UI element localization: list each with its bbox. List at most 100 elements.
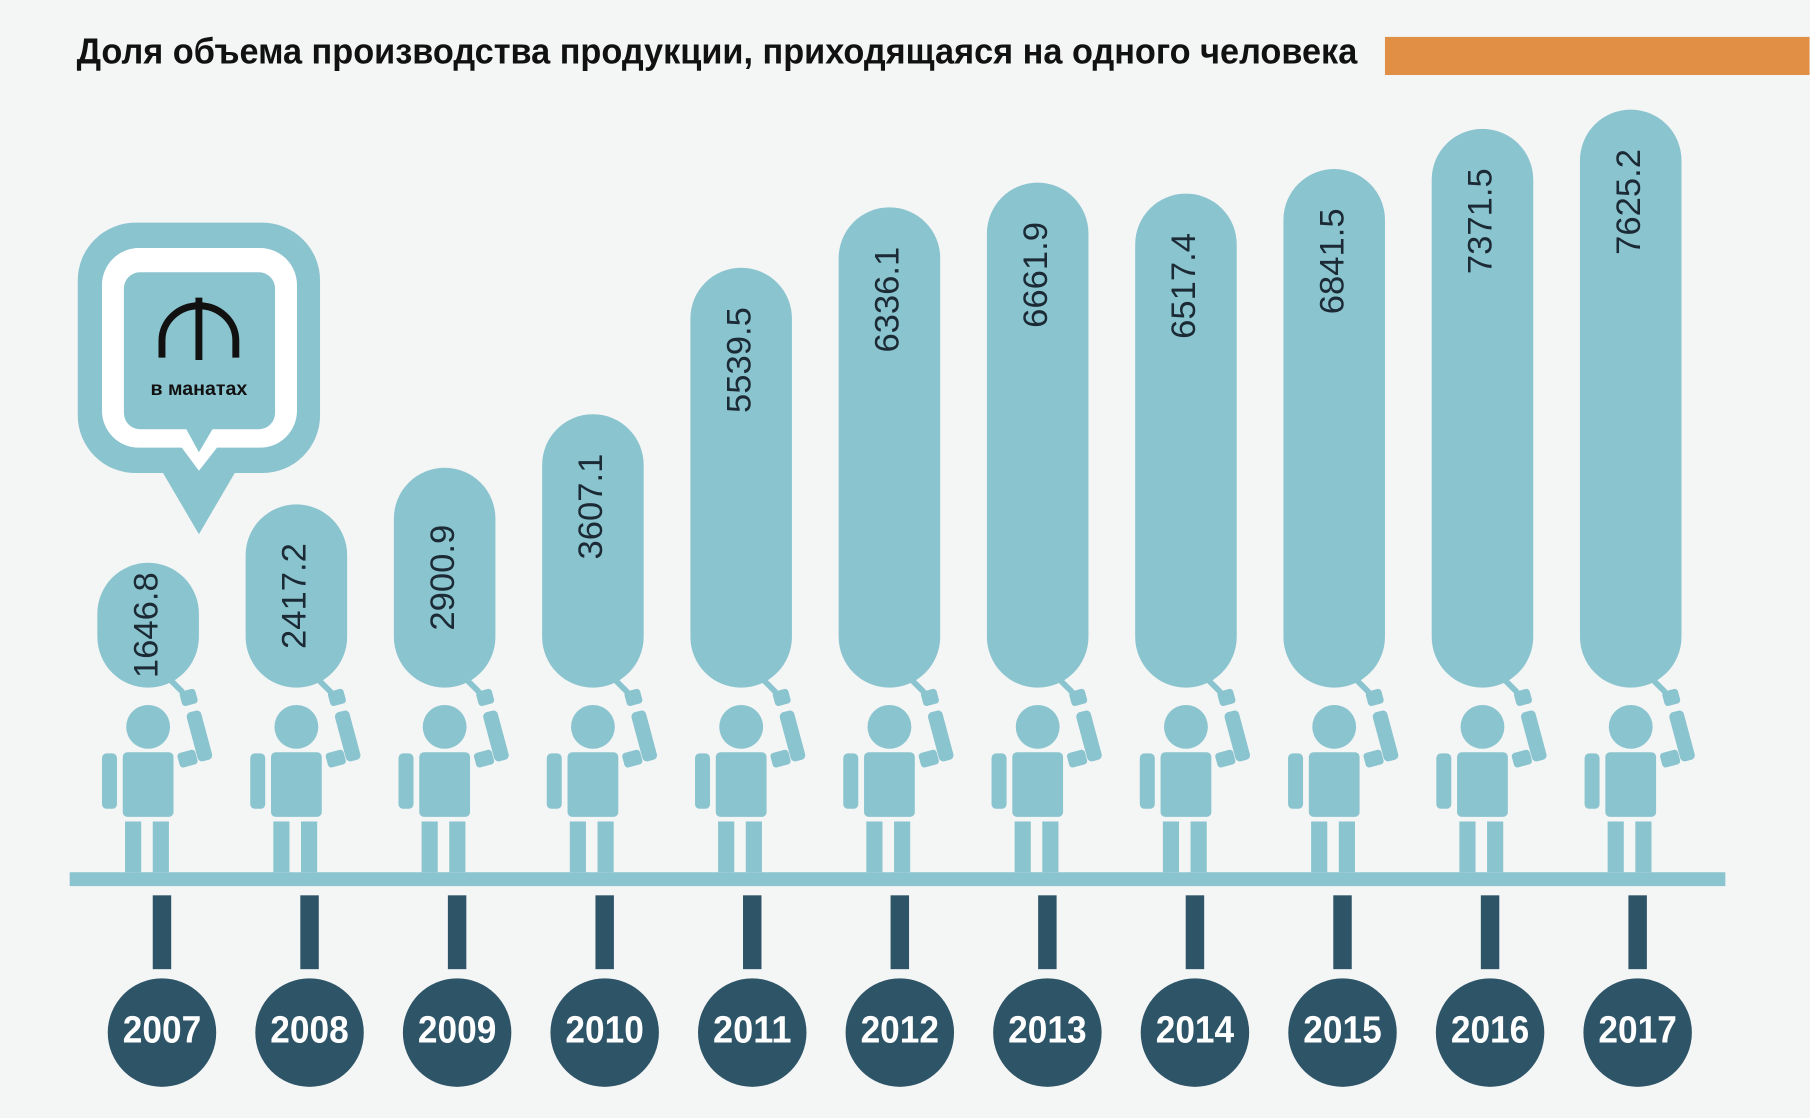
balloon-bar [838,207,941,688]
person-leg [421,821,438,873]
person-leg [866,821,883,873]
person-leg [301,821,318,873]
year-circle [993,978,1102,1087]
x-tick-label: 2015 [1303,1010,1381,1052]
person-head [1608,704,1653,749]
person-arm [770,749,791,768]
person-leg [1311,821,1328,873]
x-tick-label: 2009 [418,1010,496,1052]
person-head [126,704,171,749]
value-label: 6517.4 [1165,233,1203,339]
person-arm [1224,710,1251,762]
value-label: 3607.1 [572,454,610,560]
person-arm [631,710,658,762]
balloon-bar [986,182,1089,688]
person-head [570,704,615,749]
person-body [1012,752,1064,817]
person-leg [1635,821,1652,873]
value-label: 2900.9 [424,525,462,631]
value-label: 1646.8 [127,572,165,678]
person-arm [918,749,939,768]
person-leg [1162,821,1180,873]
person-leg [894,821,911,873]
year-stem [743,895,762,970]
balloon-bar [1283,169,1385,688]
person-leg [745,821,762,873]
year-circle [550,978,659,1087]
person-arm [177,749,198,768]
balloon-bar [393,467,496,688]
x-tick-label: 2012 [861,1010,939,1052]
person-leg [1014,821,1031,873]
value-label: 6841.5 [1313,208,1351,314]
person-head [422,704,467,749]
person-arm [622,749,643,768]
person-leg [273,821,290,873]
person-arm [334,710,361,762]
person-arm [1139,753,1155,809]
person-hand [1069,688,1088,706]
value-label: 6661.9 [1017,222,1055,328]
person-head [1164,704,1208,749]
person-arm [1584,753,1600,809]
year-stem [1480,895,1500,970]
person-hand [179,688,198,706]
title-accent [1384,36,1810,75]
person-hand [1662,688,1681,706]
person-arm [1660,749,1681,768]
person-arm [546,753,562,809]
person-hand [624,688,643,706]
person-arm [186,710,213,762]
year-stem [890,895,910,970]
person-leg [1338,821,1355,873]
person-body [1605,752,1657,817]
person-leg [152,821,169,873]
person-arm [1372,710,1399,762]
person-head [719,704,764,749]
person-arm [483,710,509,762]
balloon-bar [245,504,348,688]
x-tick-label: 2016 [1451,1010,1529,1052]
year-circle [845,978,955,1087]
person-body [1308,752,1360,817]
person-hand [772,688,791,706]
person-arm [1436,753,1452,809]
person-leg [1459,821,1476,873]
person-arm [250,753,266,809]
person-head [274,704,319,749]
person-arm [1215,749,1236,768]
person-hand [1365,688,1384,706]
person-leg [569,821,586,873]
value-label: 5539.5 [720,307,758,413]
year-stem [1333,895,1352,970]
year-stem [300,895,319,970]
person-body [864,752,915,817]
person-head [1312,704,1357,749]
person-hand [1514,688,1532,706]
person-head [867,704,912,749]
year-circle [255,978,364,1087]
person-arm [473,749,495,768]
balloon-bar [542,414,644,688]
person-leg [1190,821,1207,873]
x-tick-label: 2013 [1008,1010,1086,1052]
person-head [1015,704,1060,749]
person-hand [327,688,346,706]
person-arm [779,710,806,762]
person-arm [398,753,414,809]
person-arm [991,753,1007,809]
person-leg [125,821,142,873]
person-hand [1217,688,1236,706]
x-tick-label: 2017 [1598,1010,1676,1052]
year-stem [152,895,172,970]
balloon-bar [1579,109,1682,688]
person-leg [597,821,614,873]
person-body [1160,752,1212,817]
badge-pointer [159,467,239,535]
balloon-bar [690,267,792,688]
value-label: 7371.5 [1462,168,1500,274]
person-body [271,752,322,817]
year-circle [1140,978,1250,1087]
person-leg [1607,821,1624,873]
